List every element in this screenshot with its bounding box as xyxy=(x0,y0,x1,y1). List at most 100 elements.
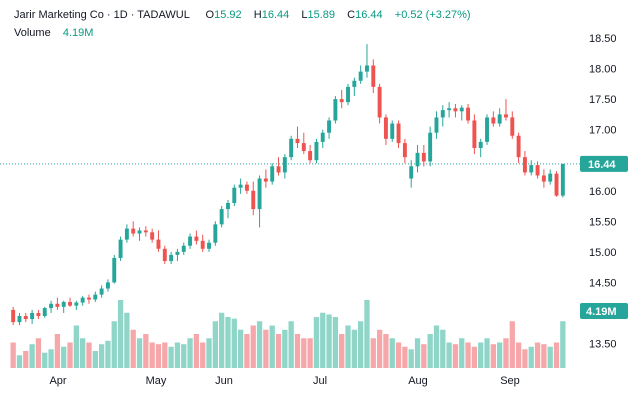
candle-body xyxy=(276,166,281,173)
volume-bar xyxy=(263,329,269,368)
candle-body xyxy=(409,166,414,179)
time-axis[interactable]: Apr May Jun Jul Aug Sep xyxy=(49,375,519,387)
candle-body xyxy=(365,65,369,72)
volume-bar xyxy=(313,317,320,368)
candle-body xyxy=(251,190,256,210)
candle-body xyxy=(541,175,546,182)
volume-bar xyxy=(117,300,124,368)
candle-body xyxy=(150,232,155,240)
volume-bar xyxy=(509,321,515,368)
symbol-title[interactable]: Jarir Marketing Co · 1D · TADAWUL xyxy=(14,9,190,21)
candle-body xyxy=(346,86,350,103)
volume-tag-bg xyxy=(580,303,628,319)
candle-body xyxy=(396,123,401,144)
volume-bar xyxy=(414,338,421,368)
candle-body xyxy=(87,297,91,300)
candle-body xyxy=(219,209,224,225)
candle-body xyxy=(377,86,382,118)
change-value: +0.52 (+3.27%) xyxy=(394,9,471,21)
candle-body xyxy=(428,132,433,162)
price-tag-text: 16.44 xyxy=(588,159,616,171)
candle-body xyxy=(447,108,452,111)
candle-body xyxy=(42,308,47,317)
ohlc-legend: Jarir Marketing Co · 1D · TADAWUL O15.92… xyxy=(14,8,471,23)
volume-bar xyxy=(497,342,503,368)
y-tick-label: 13.50 xyxy=(589,339,617,351)
candle-body xyxy=(282,157,287,173)
volume-bar xyxy=(465,342,471,368)
volume-bar xyxy=(256,321,263,368)
volume-bar xyxy=(149,342,155,368)
volume-bar xyxy=(326,314,332,368)
y-tick-label: 18.50 xyxy=(589,33,617,45)
volume-bar xyxy=(370,338,376,368)
candle-body xyxy=(289,138,294,158)
candle-body xyxy=(143,230,148,233)
candle-body xyxy=(308,151,313,161)
candle-body xyxy=(491,117,496,124)
price-tag: 16.44 xyxy=(580,155,628,172)
volume-bar xyxy=(136,338,143,368)
volume-bar xyxy=(358,321,364,368)
candle-body xyxy=(244,184,249,191)
volume-bar xyxy=(23,351,29,368)
price-tag-bg xyxy=(580,155,628,172)
volume-bar xyxy=(503,338,509,368)
candle-body xyxy=(327,120,332,133)
y-tick-label: 17.00 xyxy=(589,125,617,137)
volume-bar xyxy=(345,325,351,368)
volume-bar xyxy=(86,342,92,368)
candle-body xyxy=(560,163,565,196)
candle-body xyxy=(194,236,199,241)
volume-bar xyxy=(490,344,496,368)
volume-bar xyxy=(231,318,237,368)
candle-body xyxy=(226,202,230,210)
candle-body xyxy=(49,303,54,309)
price-axis[interactable]: 18.5018.0017.5017.0016.5016.0015.5015.00… xyxy=(589,33,617,351)
volume-bar xyxy=(143,334,149,368)
candle-body xyxy=(131,228,136,234)
candle-body xyxy=(93,294,98,300)
volume-bar xyxy=(35,338,42,368)
volume-bar xyxy=(547,346,553,368)
volume-bar xyxy=(478,342,484,368)
volume-tag: 4.19M xyxy=(580,303,628,319)
volume-bar xyxy=(105,340,111,368)
volume-bar xyxy=(61,346,67,368)
candle-body xyxy=(68,301,72,306)
candle-body xyxy=(535,165,540,176)
candle-body xyxy=(124,228,129,240)
candle-body xyxy=(453,108,458,112)
candle-body xyxy=(320,132,325,142)
volume-bar xyxy=(484,338,490,368)
candle-body xyxy=(522,157,527,173)
y-tick-label: 16.00 xyxy=(589,186,617,198)
volume-bar xyxy=(471,346,478,368)
volume-bar xyxy=(452,344,459,368)
volume-bar xyxy=(124,312,130,368)
y-tick-label: 17.50 xyxy=(589,94,617,106)
volume-bar xyxy=(225,317,231,368)
volume-bar xyxy=(162,342,168,368)
volume-bar xyxy=(193,334,200,368)
volume-bar xyxy=(402,346,408,368)
candle-body xyxy=(188,236,193,246)
volume-bar xyxy=(174,342,181,368)
candle-body xyxy=(333,99,338,121)
volume-bar xyxy=(187,338,193,368)
volume-bar xyxy=(111,321,117,368)
volume-bar xyxy=(522,349,528,368)
candle-body xyxy=(213,224,218,243)
close-label: C xyxy=(347,9,356,21)
volume-bar xyxy=(389,338,395,368)
volume-bar xyxy=(528,346,534,368)
candle-body xyxy=(80,297,85,303)
volume-bar xyxy=(275,334,282,368)
volume-bar xyxy=(301,338,307,368)
candle-body xyxy=(510,117,515,136)
high-label: H xyxy=(253,9,262,21)
volume-bar xyxy=(421,344,427,368)
candle-body xyxy=(554,173,559,196)
candle-body xyxy=(112,257,117,283)
